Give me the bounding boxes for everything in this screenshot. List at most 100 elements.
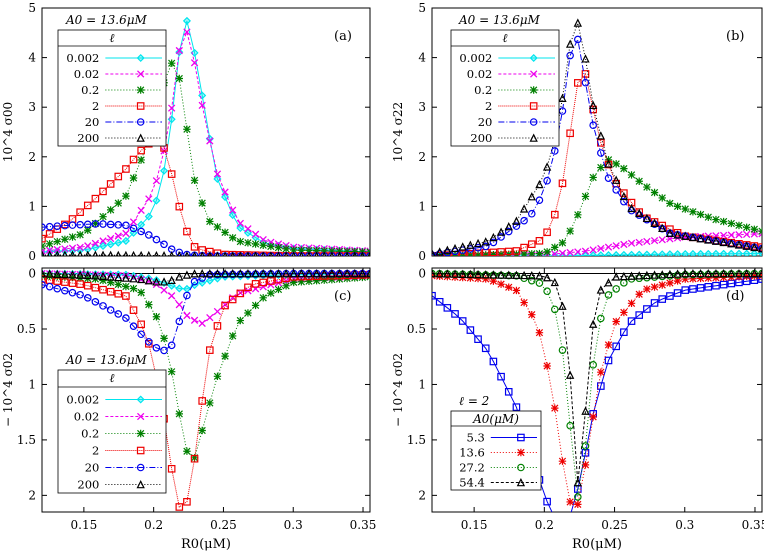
- data-point: [122, 314, 130, 322]
- data-point: [274, 243, 283, 252]
- data-point: [290, 278, 298, 287]
- legend-box: [450, 410, 542, 491]
- data-point: [504, 227, 513, 236]
- series-line-5.3: [432, 278, 762, 512]
- data-point: [122, 229, 130, 238]
- data-point: [107, 250, 114, 256]
- data-point: [466, 326, 475, 334]
- data-point: [267, 277, 275, 285]
- data-point: [297, 246, 306, 254]
- y-axis-label: 10^4 σ00: [1, 102, 15, 162]
- data-point: [98, 241, 108, 251]
- data-point: [712, 281, 720, 290]
- y-tick-label: 0.5: [17, 322, 36, 336]
- data-point: [129, 155, 138, 164]
- data-point: [489, 277, 498, 285]
- data-point: [688, 249, 697, 256]
- data-point: [574, 35, 582, 44]
- plot-frame: [41, 267, 371, 513]
- data-point: [435, 252, 444, 256]
- data-point: [581, 442, 590, 450]
- data-point: [681, 231, 690, 240]
- data-point: [244, 239, 252, 247]
- data-point: [650, 283, 659, 291]
- data-point: [190, 316, 199, 324]
- legend-marker: [136, 463, 145, 472]
- data-point: [742, 230, 751, 239]
- data-point: [466, 249, 475, 256]
- data-point: [589, 413, 597, 421]
- y-tick-label: 1: [418, 199, 426, 213]
- y-tick-label: 4: [418, 51, 426, 65]
- data-point: [704, 249, 713, 256]
- data-point: [712, 215, 720, 224]
- data-point: [305, 246, 313, 255]
- data-point: [688, 269, 698, 278]
- y-axis-label: 10^4 σ22: [391, 102, 405, 162]
- data-point: [42, 280, 46, 289]
- y-tick-label: 0: [28, 249, 36, 263]
- data-point: [581, 78, 590, 87]
- data-point: [620, 189, 628, 197]
- data-point: [228, 295, 237, 304]
- legend-entry-label: 0.002: [66, 51, 99, 65]
- data-point: [681, 205, 689, 213]
- legend-entry-label: 0.2: [474, 83, 492, 97]
- data-point: [91, 271, 100, 280]
- data-point: [474, 335, 482, 343]
- data-point: [167, 367, 176, 376]
- data-point: [704, 213, 712, 221]
- legend-marker: [136, 395, 145, 404]
- data-point: [114, 232, 122, 240]
- data-point: [535, 249, 544, 256]
- data-point: [175, 317, 184, 326]
- data-point: [221, 352, 229, 360]
- data-point: [504, 270, 513, 279]
- data-point: [597, 368, 605, 376]
- legend-entry-label: 0.002: [66, 393, 99, 407]
- data-point: [99, 220, 107, 228]
- data-point: [719, 249, 728, 256]
- data-point: [711, 236, 721, 245]
- data-point: [114, 238, 123, 247]
- data-point: [482, 251, 490, 256]
- data-point: [122, 282, 130, 291]
- data-point: [259, 278, 268, 287]
- data-point: [704, 269, 713, 278]
- panel-label: (b): [726, 29, 744, 44]
- data-point: [159, 277, 169, 286]
- data-point: [650, 188, 659, 197]
- data-point: [137, 227, 145, 236]
- data-point: [106, 272, 115, 281]
- data-point: [520, 298, 528, 307]
- data-point: [45, 222, 54, 231]
- data-point: [282, 274, 290, 282]
- data-point: [574, 500, 582, 509]
- data-point: [727, 269, 736, 278]
- data-point: [612, 175, 621, 184]
- data-point: [251, 301, 260, 310]
- data-point: [681, 275, 689, 283]
- data-point: [550, 305, 559, 314]
- data-point: [114, 221, 123, 229]
- data-point: [61, 235, 69, 244]
- data-point: [727, 231, 735, 239]
- data-point: [45, 246, 54, 254]
- data-point: [551, 243, 559, 252]
- data-point: [160, 346, 168, 355]
- data-point: [266, 269, 276, 278]
- x-tick-label: 0.15: [461, 518, 488, 532]
- data-point: [92, 250, 99, 256]
- data-point: [190, 59, 199, 67]
- data-point: [451, 251, 459, 256]
- data-point: [658, 272, 667, 281]
- data-point: [635, 208, 644, 218]
- data-point: [129, 218, 138, 226]
- data-point: [673, 250, 682, 256]
- data-point: [184, 251, 190, 256]
- data-point: [596, 131, 606, 140]
- y-tick-label: 0.5: [407, 322, 426, 336]
- data-point: [681, 269, 690, 278]
- data-point: [175, 248, 184, 256]
- data-point: [574, 248, 582, 256]
